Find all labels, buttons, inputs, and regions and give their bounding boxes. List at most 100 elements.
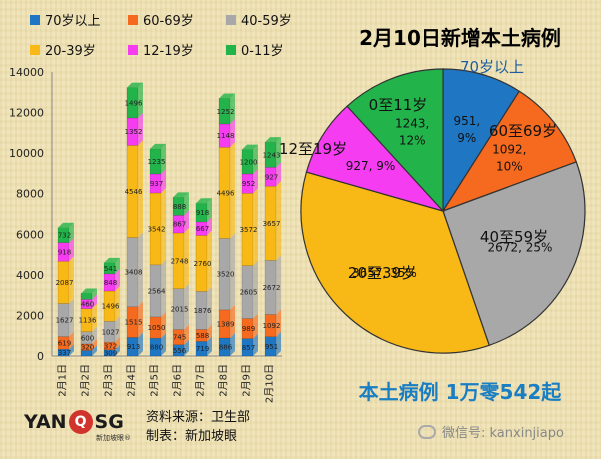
bar-segment-side bbox=[92, 326, 97, 344]
pie-title: 2月10日新增本土病例 bbox=[359, 26, 561, 50]
bar-segment-side bbox=[230, 118, 235, 148]
bar-data-label: 309 bbox=[104, 349, 117, 357]
pie-slice bbox=[442, 161, 586, 347]
bar-segment-side bbox=[115, 316, 120, 343]
bar-segment-side bbox=[184, 283, 189, 330]
pie-slice-value: 3657, 35% bbox=[352, 266, 417, 280]
bar-top bbox=[196, 198, 212, 204]
legend-label: 12-19岁 bbox=[143, 44, 194, 59]
bar-data-label: 2748 bbox=[171, 257, 189, 265]
bar-segment-side bbox=[276, 137, 281, 168]
x-tick-label: 2月7日 bbox=[195, 364, 207, 397]
bar-data-label: 1050 bbox=[148, 324, 166, 332]
bar-data-label: 4546 bbox=[125, 188, 143, 196]
bar-segment-side bbox=[69, 298, 74, 337]
bar-segment-side bbox=[69, 331, 74, 350]
logo-subtext: 新加坡眼® bbox=[96, 434, 131, 442]
pie-slice-value: 927, 9% bbox=[346, 159, 396, 173]
bar-segment-side bbox=[253, 168, 258, 194]
bar-segment-side bbox=[138, 232, 143, 307]
pie-slice-name: 12至19岁 bbox=[279, 140, 347, 158]
bar-data-label: 867 bbox=[173, 221, 186, 229]
bar-data-label: 1092 bbox=[263, 322, 281, 330]
bar-data-label: 918 bbox=[196, 209, 209, 217]
bar-segment-side bbox=[138, 82, 143, 118]
bar-segment-side bbox=[253, 313, 258, 339]
bar-data-label: 556 bbox=[173, 347, 187, 355]
bar-segment-side bbox=[276, 255, 281, 315]
bar-data-label: 1148 bbox=[217, 132, 235, 140]
bar-data-label: 1352 bbox=[125, 128, 143, 136]
bar-segment-side bbox=[184, 192, 189, 216]
bar-segment-side bbox=[69, 222, 74, 243]
bar-segment-side bbox=[253, 260, 258, 319]
legend-swatch bbox=[128, 14, 138, 25]
bar-data-label: 1496 bbox=[125, 99, 143, 107]
bar-segment-side bbox=[207, 286, 212, 330]
pie-slice-name: 0至11岁 bbox=[369, 96, 428, 114]
bar-segment-side bbox=[161, 333, 166, 356]
bar-data-label: 2015 bbox=[171, 306, 189, 314]
x-tick-label: 2月10日 bbox=[264, 364, 276, 403]
x-tick-label: 2月8日 bbox=[218, 364, 230, 397]
bar-segment-side bbox=[253, 144, 258, 174]
bar-segment-side bbox=[184, 227, 189, 289]
bar-data-label: 320 bbox=[81, 344, 94, 352]
legend-item-12-19: 12-19岁 bbox=[128, 40, 194, 59]
bar-data-label: 3572 bbox=[240, 226, 258, 234]
x-tick-label: 2月1日 bbox=[57, 364, 69, 397]
bar-segment-side bbox=[69, 237, 74, 262]
legend-swatch bbox=[226, 14, 236, 25]
bar-segment-side bbox=[115, 344, 120, 356]
bar-data-label: 1243 bbox=[263, 151, 281, 159]
legend-label: 0-11岁 bbox=[241, 44, 284, 59]
bar-data-label: 600 bbox=[81, 334, 94, 342]
x-tick-label: 2月6日 bbox=[172, 364, 184, 397]
bar-segment-side bbox=[230, 93, 235, 124]
pie-slice bbox=[300, 171, 490, 354]
pie-slice-name: 40至59岁 bbox=[480, 228, 548, 246]
pie-slice-percent: 12% bbox=[399, 134, 426, 148]
bar-data-label: 745 bbox=[173, 334, 186, 342]
bar-segment-side bbox=[230, 233, 235, 310]
y-tick-label: 14000 bbox=[9, 66, 44, 79]
bar-top bbox=[265, 137, 281, 143]
bar-segment-side bbox=[184, 210, 189, 233]
pie-slice-name: 70岁以上 bbox=[460, 58, 524, 76]
bar-data-label: 1876 bbox=[194, 307, 212, 315]
x-tick-label: 2月3日 bbox=[103, 364, 115, 397]
wechat-icon bbox=[418, 424, 436, 439]
bar-data-label: 3657 bbox=[263, 220, 281, 228]
legend-swatch bbox=[226, 44, 236, 55]
bar-data-label: 1496 bbox=[102, 303, 120, 311]
bar-data-label: 1627 bbox=[56, 317, 74, 325]
logo-text-left: YAN bbox=[24, 411, 67, 433]
bar-top bbox=[58, 222, 74, 228]
pie-slice bbox=[441, 90, 578, 213]
bar-segment-side bbox=[161, 168, 166, 193]
bar-segment-side bbox=[92, 345, 97, 356]
pie-slice-value: 1243, bbox=[395, 117, 429, 131]
bar-segment-side bbox=[184, 339, 189, 356]
legend-swatch bbox=[30, 14, 40, 25]
bar-segment-side bbox=[207, 230, 212, 292]
x-tick-label: 2月5日 bbox=[149, 364, 161, 397]
bar-segment-side bbox=[184, 324, 189, 345]
bar-segment-side bbox=[138, 140, 143, 238]
bar-segment-side bbox=[115, 286, 120, 322]
bar-data-label: 2672 bbox=[263, 284, 281, 292]
bar-data-label: 857 bbox=[242, 344, 255, 352]
bar-segment-side bbox=[115, 268, 120, 292]
bar-top bbox=[127, 82, 143, 88]
bar-segment-side bbox=[138, 301, 143, 338]
pie-slice-value: 951, bbox=[453, 114, 480, 128]
bar-data-label: 927 bbox=[265, 173, 278, 181]
bar-data-label: 2087 bbox=[56, 279, 74, 287]
pie-slice-name: 60至69岁 bbox=[489, 122, 557, 140]
pie-slice-percent: 9% bbox=[457, 131, 476, 145]
legend-label: 20-39岁 bbox=[45, 44, 96, 59]
author-line: 制表：新加坡眼 bbox=[146, 429, 238, 444]
bar-segment-side bbox=[92, 303, 97, 332]
source-note: 资料来源：卫生部 制表：新加坡眼 bbox=[146, 408, 250, 446]
bar-data-label: 1136 bbox=[79, 317, 97, 325]
